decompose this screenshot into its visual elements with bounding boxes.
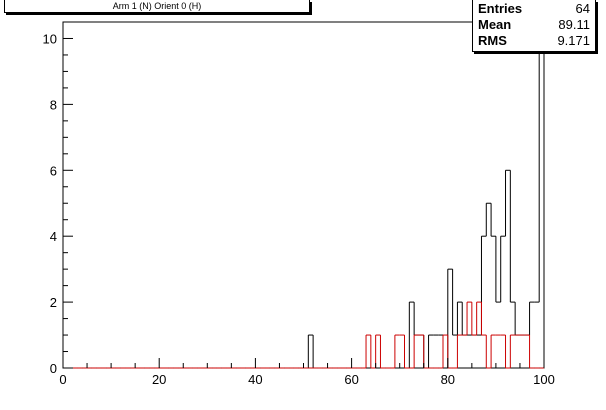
axes: 0 20 40 60 80 100 0 2 4 6 8 10 — [43, 21, 555, 387]
x-tick-label: 0 — [59, 372, 66, 387]
stats-label-entries: Entries — [478, 1, 523, 16]
histogram-series-layer — [63, 37, 545, 369]
x-tick-label: 40 — [248, 372, 262, 387]
x-tick-label: 60 — [344, 372, 358, 387]
stats-label-mean: Mean — [478, 17, 512, 32]
stats-row-entries: Entries 64 — [478, 1, 590, 17]
y-tick-label: 6 — [50, 163, 57, 178]
x-tick-label: 80 — [441, 372, 455, 387]
y-tick-label: 4 — [50, 229, 57, 244]
stats-value-entries: 64 — [575, 1, 590, 16]
stats-row-rms: RMS 9.171 — [478, 33, 590, 49]
x-tick-label: 100 — [533, 372, 555, 387]
y-tick-label: 2 — [50, 295, 57, 310]
stats-value-mean: 89.11 — [558, 17, 590, 32]
x-tick-label: 20 — [152, 372, 166, 387]
stats-label-rms: RMS — [478, 33, 507, 48]
y-tick-label: 10 — [43, 31, 57, 46]
y-tick-label: 8 — [50, 97, 57, 112]
stats-value-rms: 9.171 — [557, 33, 590, 48]
stats-box: Entries 64 Mean 89.11 RMS 9.171 — [472, 0, 596, 52]
stats-row-mean: Mean 89.11 — [478, 17, 590, 33]
histogram-title: Arm 1 (N) Orient 0 (H) — [4, 0, 310, 13]
y-tick-label: 0 — [50, 361, 57, 376]
histogram-series-1 — [63, 301, 544, 369]
